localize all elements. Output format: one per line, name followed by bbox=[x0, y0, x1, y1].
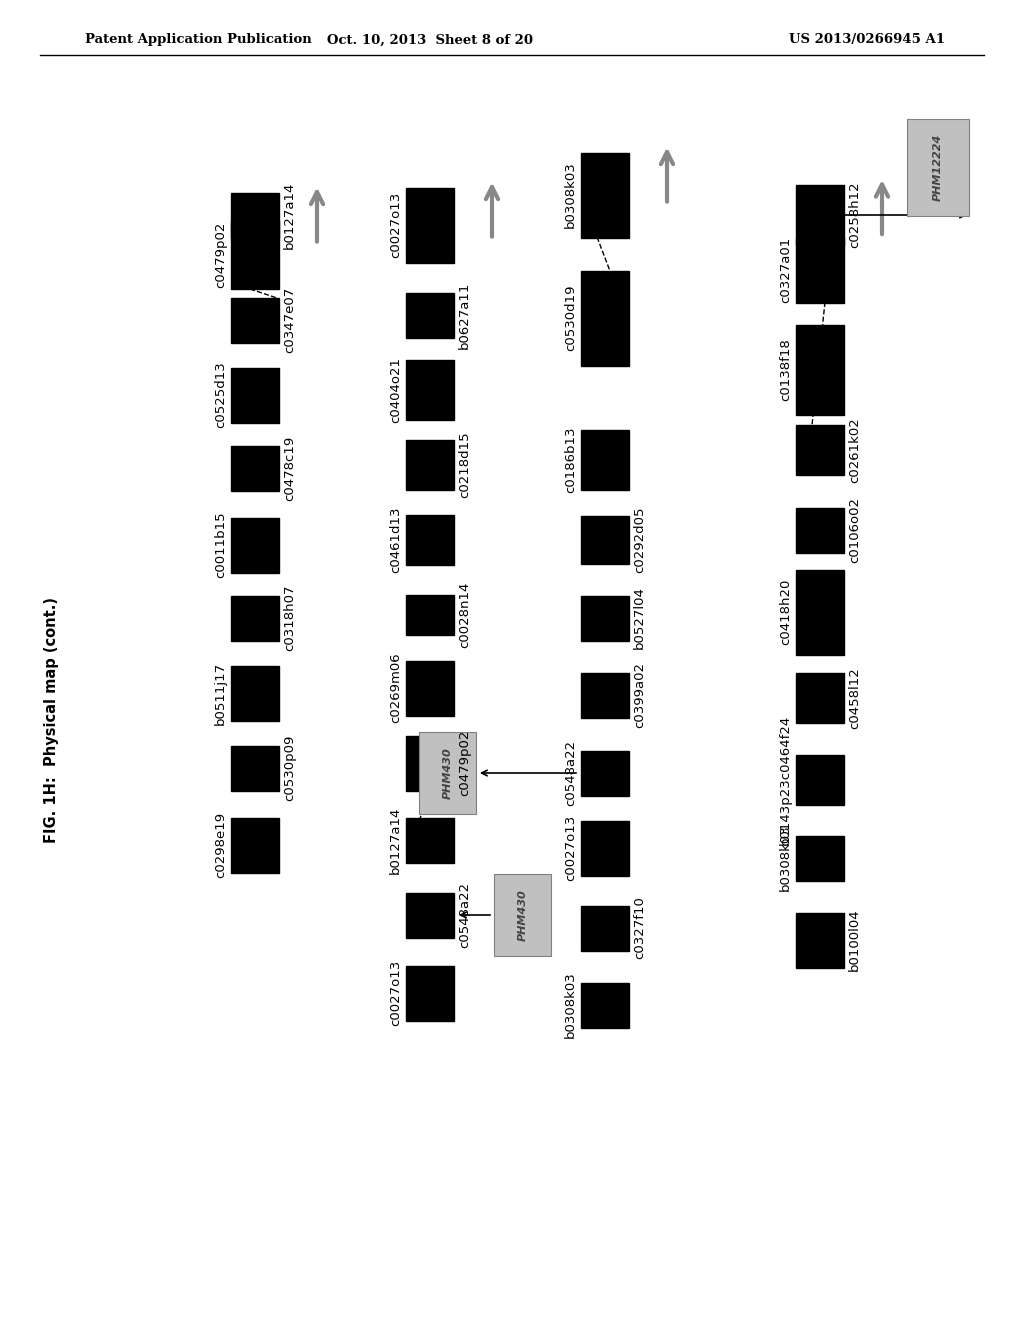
Text: b0308k03: b0308k03 bbox=[564, 972, 577, 1039]
Bar bbox=[231, 220, 279, 289]
Bar bbox=[231, 665, 279, 721]
Bar bbox=[231, 446, 279, 491]
Text: FIG. 1H:  Physical map (cont.): FIG. 1H: Physical map (cont.) bbox=[44, 597, 59, 843]
Text: c0186b13: c0186b13 bbox=[564, 426, 577, 494]
Text: Patent Application Publication: Patent Application Publication bbox=[85, 33, 311, 46]
Text: c0458l12: c0458l12 bbox=[848, 667, 861, 729]
Bar bbox=[796, 569, 844, 655]
Text: c0530p09: c0530p09 bbox=[283, 735, 296, 801]
Bar bbox=[581, 751, 629, 796]
FancyBboxPatch shape bbox=[494, 874, 551, 956]
Text: c0548a22: c0548a22 bbox=[458, 882, 471, 948]
Text: b0627a11: b0627a11 bbox=[458, 281, 471, 348]
Text: b0143p23c0464f24: b0143p23c0464f24 bbox=[779, 715, 792, 845]
Text: US 2013/0266945 A1: US 2013/0266945 A1 bbox=[790, 33, 945, 46]
Bar bbox=[581, 153, 629, 238]
Bar bbox=[581, 672, 629, 718]
Bar bbox=[231, 297, 279, 342]
Text: c0548a22: c0548a22 bbox=[564, 741, 577, 807]
Text: Oct. 10, 2013  Sheet 8 of 20: Oct. 10, 2013 Sheet 8 of 20 bbox=[327, 33, 534, 46]
Text: b0527l04: b0527l04 bbox=[633, 586, 646, 649]
Text: b0308k03: b0308k03 bbox=[779, 825, 792, 891]
Bar bbox=[406, 735, 454, 791]
Text: c0347e07: c0347e07 bbox=[283, 286, 296, 354]
Text: b0127a14: b0127a14 bbox=[283, 181, 296, 248]
Text: PHM12224: PHM12224 bbox=[933, 133, 943, 201]
Text: PHM430: PHM430 bbox=[517, 890, 527, 941]
Text: c0106o02: c0106o02 bbox=[848, 498, 861, 564]
Text: b0308k03: b0308k03 bbox=[564, 161, 577, 228]
Text: c0479p02: c0479p02 bbox=[458, 730, 471, 796]
Text: c0027o13: c0027o13 bbox=[389, 960, 402, 1026]
Text: c0418h20: c0418h20 bbox=[779, 578, 792, 645]
Text: c0327f10: c0327f10 bbox=[633, 896, 646, 960]
Text: c0027o13: c0027o13 bbox=[564, 814, 577, 882]
Bar bbox=[231, 517, 279, 573]
Bar bbox=[406, 892, 454, 937]
Bar bbox=[796, 673, 844, 723]
Bar bbox=[231, 746, 279, 791]
Bar bbox=[581, 430, 629, 490]
FancyBboxPatch shape bbox=[419, 733, 476, 814]
Text: c0027o13: c0027o13 bbox=[389, 191, 402, 259]
Bar bbox=[406, 817, 454, 862]
Text: c0011b15: c0011b15 bbox=[214, 512, 227, 578]
Text: c0258h12: c0258h12 bbox=[848, 182, 861, 248]
Bar bbox=[406, 360, 454, 420]
Text: c0404o21: c0404o21 bbox=[389, 356, 402, 422]
Bar bbox=[231, 595, 279, 640]
Text: c0028n14: c0028n14 bbox=[458, 582, 471, 648]
Text: c0218d15: c0218d15 bbox=[458, 432, 471, 499]
Bar bbox=[406, 515, 454, 565]
Bar bbox=[406, 293, 454, 338]
Text: c0461d13: c0461d13 bbox=[389, 507, 402, 573]
Text: b0100l04: b0100l04 bbox=[848, 908, 861, 972]
Text: c0399a02: c0399a02 bbox=[633, 663, 646, 729]
Text: c0298e19: c0298e19 bbox=[214, 812, 227, 878]
Text: c0530d19: c0530d19 bbox=[564, 285, 577, 351]
Bar bbox=[231, 193, 279, 238]
Bar bbox=[406, 187, 454, 263]
Bar bbox=[406, 440, 454, 490]
Bar bbox=[231, 367, 279, 422]
Bar bbox=[796, 755, 844, 805]
Text: c0269m06: c0269m06 bbox=[389, 652, 402, 723]
Text: b0127a14: b0127a14 bbox=[389, 807, 402, 874]
Bar bbox=[581, 821, 629, 875]
Bar bbox=[231, 817, 279, 873]
Bar bbox=[406, 660, 454, 715]
Text: PHM430: PHM430 bbox=[442, 747, 453, 799]
Text: c0261k02: c0261k02 bbox=[848, 417, 861, 483]
Text: c0525d13: c0525d13 bbox=[214, 362, 227, 429]
Text: b0511j17: b0511j17 bbox=[214, 661, 227, 725]
Bar bbox=[406, 965, 454, 1020]
Bar bbox=[581, 595, 629, 640]
Bar bbox=[796, 912, 844, 968]
Bar bbox=[581, 982, 629, 1027]
Bar bbox=[581, 516, 629, 564]
FancyBboxPatch shape bbox=[907, 119, 969, 216]
Bar bbox=[581, 271, 629, 366]
Bar bbox=[406, 595, 454, 635]
Text: c0138f18: c0138f18 bbox=[779, 339, 792, 401]
Bar bbox=[796, 238, 844, 302]
Text: c0478c19: c0478c19 bbox=[283, 436, 296, 500]
Text: c0292d05: c0292d05 bbox=[633, 507, 646, 573]
Bar bbox=[796, 425, 844, 475]
Bar bbox=[796, 325, 844, 414]
Text: c0479p02: c0479p02 bbox=[214, 222, 227, 288]
Bar bbox=[796, 185, 844, 246]
Bar bbox=[796, 507, 844, 553]
Bar bbox=[581, 906, 629, 950]
Bar bbox=[796, 836, 844, 880]
Text: c0318h07: c0318h07 bbox=[283, 585, 296, 651]
Text: c0327a01: c0327a01 bbox=[779, 236, 792, 304]
